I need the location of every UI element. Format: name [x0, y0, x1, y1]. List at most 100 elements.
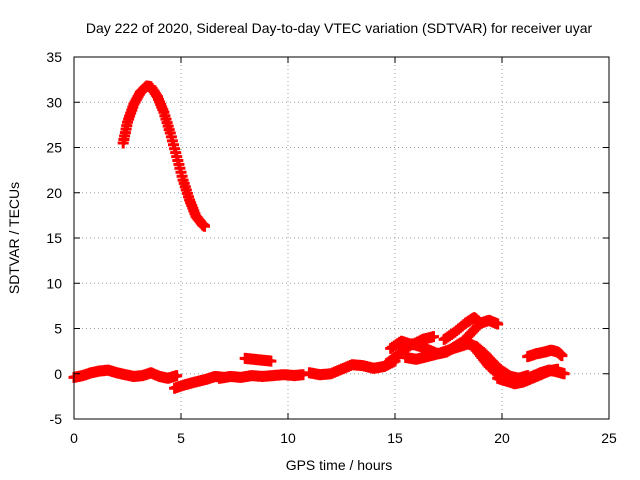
data-point: [402, 348, 406, 352]
data-point: [496, 376, 500, 380]
data-point: [470, 343, 474, 347]
data-point: [521, 380, 525, 384]
data-point: [173, 386, 177, 390]
y-tick-label: 15: [46, 230, 62, 246]
data-point: [442, 337, 446, 341]
data-point: [260, 358, 264, 362]
data-point: [115, 371, 119, 375]
data-point: [329, 372, 333, 376]
data-point: [399, 339, 403, 343]
data-point: [556, 350, 560, 354]
x-tick-label: 10: [280, 430, 296, 446]
data-point: [123, 373, 127, 377]
data-point: [556, 367, 560, 371]
series-arc-5: [239, 352, 277, 367]
data-point: [183, 383, 187, 387]
data-point: [389, 346, 393, 350]
data-point: [149, 85, 153, 89]
data-point: [372, 366, 376, 370]
data-point: [487, 365, 491, 369]
data-point: [162, 110, 166, 114]
data-point: [421, 337, 425, 341]
data-point: [562, 372, 566, 376]
data-point: [166, 376, 170, 380]
data-point: [292, 374, 296, 378]
y-tick-label: 25: [46, 140, 62, 156]
y-tick-label: 30: [46, 94, 62, 110]
series-arc-2: [68, 364, 183, 384]
data-point: [534, 352, 538, 356]
grid: [74, 57, 609, 419]
data-point: [98, 369, 102, 373]
data-point: [138, 90, 142, 94]
series-arc-1: [117, 80, 210, 232]
data-point: [560, 354, 564, 358]
data-point: [132, 374, 136, 378]
data-point: [547, 369, 551, 373]
data-point: [479, 321, 483, 325]
data-point: [472, 316, 476, 320]
series-arc-9: [438, 312, 487, 345]
data-point: [318, 373, 322, 377]
data-point: [228, 374, 232, 378]
x-tick-label: 20: [494, 430, 510, 446]
data-point: [340, 367, 343, 371]
data-point: [181, 178, 185, 182]
data-point: [140, 374, 144, 378]
data-point: [361, 364, 365, 368]
data-point: [301, 373, 305, 377]
data-point: [436, 352, 440, 356]
data-point: [158, 374, 162, 378]
data-point: [145, 84, 149, 88]
data-point: [155, 95, 159, 99]
data-point: [513, 382, 517, 386]
data-point: [218, 376, 222, 380]
y-tick-label: 35: [46, 49, 62, 65]
data-point: [175, 374, 179, 378]
data-point: [269, 359, 273, 363]
axis-ticks: 0 5 10 15 20 25 -5 0 5 10 15 20 25 30 35: [46, 49, 617, 446]
data-point: [81, 374, 85, 378]
data-point: [239, 375, 243, 379]
data-point: [453, 330, 457, 334]
data-point: [543, 350, 547, 354]
data-point: [260, 374, 264, 378]
data-point: [384, 362, 388, 366]
data-point: [252, 357, 256, 361]
series-arc-13: [522, 344, 568, 363]
data-point: [175, 155, 179, 159]
data-series: [68, 80, 570, 394]
data-point: [194, 380, 198, 384]
data-point: [479, 354, 483, 358]
data-point: [132, 102, 136, 106]
data-point: [126, 120, 129, 124]
data-point: [526, 355, 530, 359]
data-point: [447, 348, 450, 352]
data-point: [106, 368, 110, 372]
data-point: [496, 322, 500, 326]
y-axis-label: SDTVAR / TECUs: [6, 182, 22, 294]
data-point: [410, 343, 414, 347]
x-tick-label: 5: [177, 430, 185, 446]
data-point: [393, 355, 397, 359]
x-tick-label: 25: [601, 430, 617, 446]
data-point: [121, 141, 125, 145]
data-point: [350, 363, 354, 367]
data-point: [464, 321, 468, 325]
data-point: [203, 224, 207, 228]
x-tick-label: 15: [387, 430, 403, 446]
y-tick-label: 10: [46, 275, 62, 291]
data-point: [504, 379, 508, 383]
data-point: [470, 330, 474, 334]
x-tick-label: 0: [70, 430, 78, 446]
data-point: [425, 355, 429, 359]
data-point: [282, 373, 286, 377]
data-point: [243, 356, 247, 360]
data-point: [457, 345, 461, 349]
y-tick-label: -5: [50, 411, 63, 427]
data-point: [414, 357, 418, 361]
data-point: [168, 131, 172, 135]
y-tick-label: 0: [54, 366, 62, 382]
series-arc-12: [492, 363, 564, 390]
